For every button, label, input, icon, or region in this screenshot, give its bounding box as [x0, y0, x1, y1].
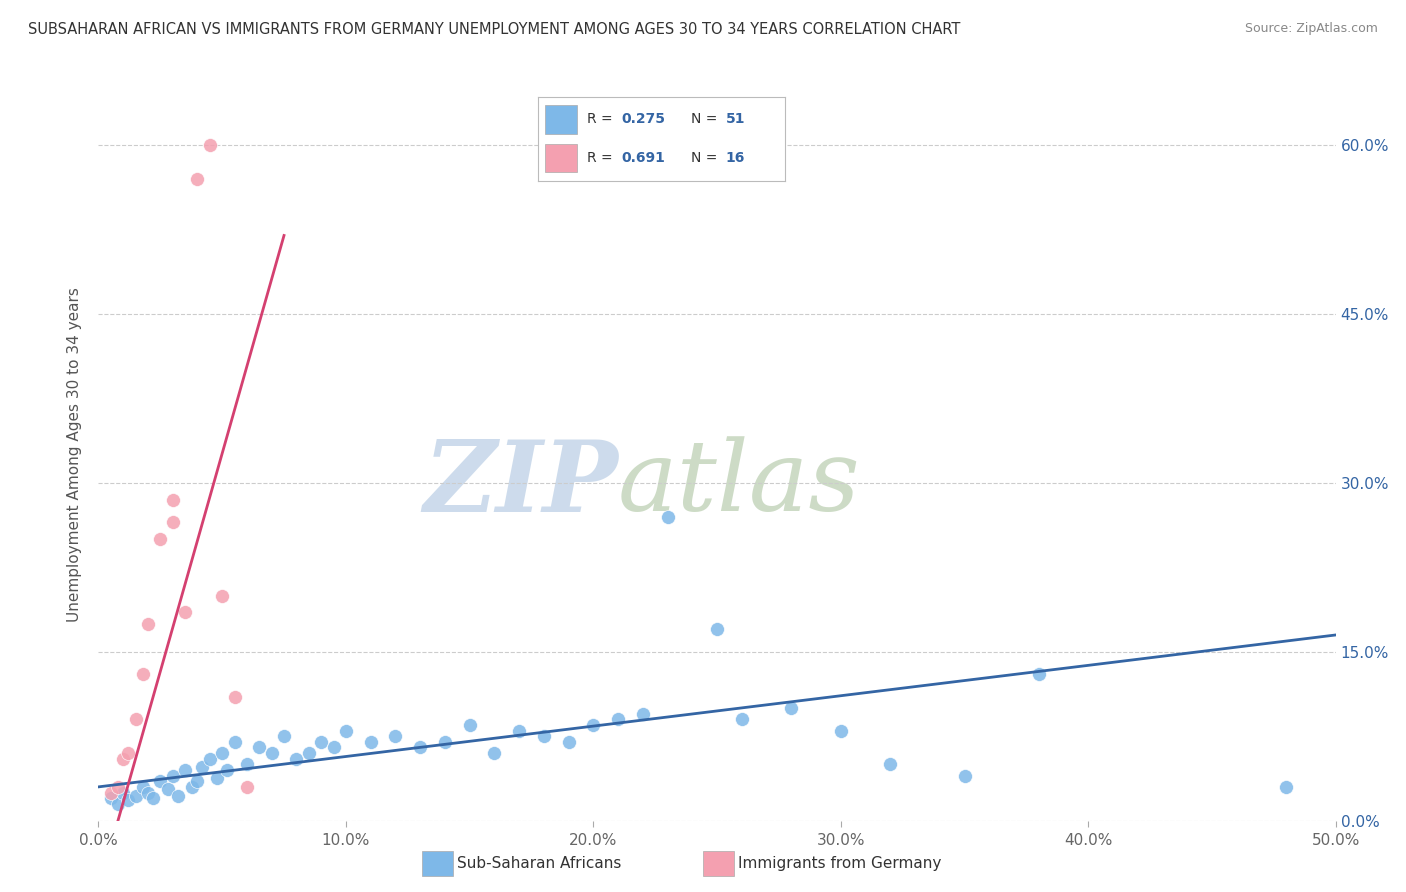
Point	[100, 785, 122, 799]
Point	[557, 735, 579, 749]
Point	[186, 774, 208, 789]
Point	[298, 746, 321, 760]
Point	[224, 735, 246, 749]
Point	[1028, 667, 1050, 681]
Point	[533, 729, 555, 743]
Y-axis label: Unemployment Among Ages 30 to 34 years: Unemployment Among Ages 30 to 34 years	[67, 287, 83, 623]
Point	[780, 701, 803, 715]
Point	[191, 759, 214, 773]
Point	[607, 712, 630, 726]
Point	[156, 782, 179, 797]
Point	[124, 789, 146, 803]
Point	[198, 752, 221, 766]
Point	[322, 740, 344, 755]
Point	[1275, 780, 1298, 794]
Point	[247, 740, 270, 755]
Point	[582, 718, 605, 732]
Point	[217, 763, 239, 777]
Point	[879, 757, 901, 772]
Point	[260, 746, 283, 760]
Point	[124, 712, 146, 726]
Point	[433, 735, 456, 749]
Point	[174, 763, 197, 777]
Point	[136, 785, 159, 799]
Point	[117, 793, 139, 807]
Text: ZIP: ZIP	[423, 436, 619, 533]
Point	[830, 723, 852, 738]
Point	[409, 740, 432, 755]
Point	[166, 789, 188, 803]
Point	[174, 606, 197, 620]
Point	[149, 774, 172, 789]
Point	[132, 780, 155, 794]
Text: Sub-Saharan Africans: Sub-Saharan Africans	[457, 856, 621, 871]
Point	[198, 138, 221, 153]
Text: Immigrants from Germany: Immigrants from Germany	[738, 856, 942, 871]
Point	[100, 791, 122, 805]
Point	[149, 533, 172, 547]
Point	[211, 589, 233, 603]
Point	[181, 780, 204, 794]
Point	[112, 785, 135, 799]
Point	[224, 690, 246, 704]
Point	[117, 746, 139, 760]
Point	[112, 752, 135, 766]
Point	[162, 769, 184, 783]
Point	[360, 735, 382, 749]
Text: SUBSAHARAN AFRICAN VS IMMIGRANTS FROM GERMANY UNEMPLOYMENT AMONG AGES 30 TO 34 Y: SUBSAHARAN AFRICAN VS IMMIGRANTS FROM GE…	[28, 22, 960, 37]
Point	[205, 771, 228, 785]
Point	[657, 509, 679, 524]
Point	[132, 667, 155, 681]
Text: Source: ZipAtlas.com: Source: ZipAtlas.com	[1244, 22, 1378, 36]
Point	[458, 718, 481, 732]
Point	[136, 616, 159, 631]
Point	[236, 757, 259, 772]
Point	[142, 791, 165, 805]
Point	[335, 723, 357, 738]
Point	[384, 729, 406, 743]
Point	[162, 492, 184, 507]
Point	[285, 752, 308, 766]
Point	[706, 623, 728, 637]
Point	[186, 172, 208, 186]
Point	[107, 780, 129, 794]
Point	[731, 712, 754, 726]
Point	[508, 723, 530, 738]
Point	[273, 729, 295, 743]
Point	[162, 516, 184, 530]
Point	[953, 769, 976, 783]
Text: atlas: atlas	[619, 436, 860, 532]
Point	[236, 780, 259, 794]
Point	[211, 746, 233, 760]
Point	[107, 797, 129, 811]
Point	[484, 746, 506, 760]
Point	[631, 706, 654, 721]
Point	[309, 735, 332, 749]
